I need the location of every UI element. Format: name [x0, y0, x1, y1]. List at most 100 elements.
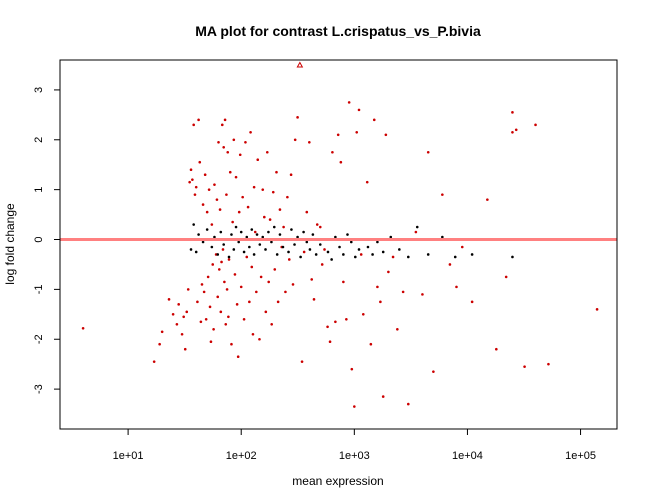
data-point-significant	[276, 300, 280, 304]
data-point-significant	[220, 123, 224, 127]
data-point-significant	[353, 405, 356, 408]
data-point-significant	[391, 255, 395, 259]
data-point-significant	[312, 298, 316, 301]
data-point-significant	[396, 327, 399, 331]
data-point-significant	[278, 208, 282, 211]
data-point-significant	[523, 365, 526, 368]
data-point-significant	[215, 198, 219, 201]
data-point	[511, 255, 514, 259]
data-point	[232, 248, 236, 251]
data-point-significant	[213, 183, 216, 186]
data-point-significant	[486, 198, 489, 201]
data-point-significant	[345, 317, 348, 321]
data-point	[296, 235, 299, 239]
data-point-significant	[255, 290, 258, 294]
data-point	[248, 245, 251, 249]
data-point	[376, 240, 379, 244]
data-point-significant	[250, 265, 254, 269]
data-point-significant	[261, 188, 265, 191]
data-point-significant	[300, 360, 304, 363]
data-point-significant	[219, 310, 223, 314]
data-point-significant	[205, 210, 209, 214]
data-point	[250, 228, 254, 231]
data-point	[334, 235, 337, 239]
data-point-significant	[183, 347, 187, 351]
data-point-significant	[336, 133, 340, 137]
data-point-significant	[217, 140, 220, 144]
data-point	[210, 245, 214, 249]
data-point-significant	[233, 273, 237, 276]
data-point-significant	[222, 145, 225, 149]
data-point-significant	[217, 268, 221, 271]
data-point-significant	[209, 340, 213, 344]
data-point-significant	[191, 178, 194, 181]
data-point-significant	[470, 300, 474, 304]
data-point-significant	[287, 258, 291, 261]
data-point	[272, 225, 276, 229]
data-point-significant	[323, 248, 326, 251]
data-point-significant	[196, 300, 199, 304]
data-point	[234, 225, 238, 229]
x-tick-label: 1e+02	[226, 450, 257, 462]
data-point	[305, 240, 309, 244]
data-point	[213, 235, 216, 239]
data-point-significant	[432, 370, 435, 373]
data-point-significant	[182, 315, 185, 319]
data-point-significant	[210, 223, 214, 226]
data-point-significant	[177, 303, 180, 306]
data-point-significant	[167, 298, 171, 301]
data-point-significant	[235, 303, 239, 306]
y-axis-label: log fold change	[3, 203, 17, 285]
data-point-significant	[376, 285, 379, 289]
data-point-significant	[339, 160, 343, 164]
data-point-significant	[259, 275, 263, 279]
data-point	[406, 255, 410, 259]
data-point	[261, 235, 265, 239]
data-point-significant	[342, 280, 345, 284]
data-point	[299, 255, 302, 259]
data-point-significant	[180, 332, 184, 336]
data-point-significant	[534, 123, 537, 127]
data-point	[346, 233, 349, 236]
x-tick-label: 1e+03	[339, 450, 370, 462]
data-point-significant	[268, 218, 272, 221]
data-point-significant	[224, 322, 228, 326]
data-point-significant	[289, 173, 293, 176]
data-points	[81, 61, 599, 408]
data-point-significant	[204, 317, 208, 321]
data-point	[281, 245, 285, 249]
data-point-significant	[296, 116, 299, 119]
data-point-significant	[401, 290, 405, 294]
data-point-significant	[308, 140, 311, 144]
data-point	[330, 258, 333, 261]
data-point-significant	[186, 288, 190, 291]
data-point-significant	[223, 118, 227, 122]
data-point-significant	[203, 173, 207, 176]
data-point	[264, 248, 267, 251]
data-point	[441, 235, 444, 239]
data-point	[290, 228, 293, 231]
data-point-significant	[381, 395, 385, 398]
data-point-significant	[200, 283, 204, 286]
x-tick-label: 1e+01	[113, 450, 144, 462]
data-point-significant	[185, 310, 189, 314]
data-point-significant	[221, 248, 225, 251]
data-point-significant	[216, 295, 220, 299]
data-point	[227, 255, 231, 259]
data-point	[326, 250, 330, 254]
data-point-significant	[372, 118, 376, 122]
data-point-significant	[228, 170, 232, 174]
x-axis: 1e+01 1e+02 1e+03 1e+04 1e+05	[113, 429, 596, 462]
data-point-significant	[347, 101, 351, 104]
data-point-significant	[384, 133, 388, 137]
data-point-significant	[188, 180, 191, 184]
data-point	[311, 233, 315, 236]
data-point-significant	[234, 175, 238, 179]
data-point-significant	[369, 342, 373, 346]
data-point-significant	[328, 340, 332, 344]
data-point-significant	[232, 138, 236, 142]
data-point-significant	[193, 193, 197, 196]
data-point-significant	[175, 322, 179, 326]
